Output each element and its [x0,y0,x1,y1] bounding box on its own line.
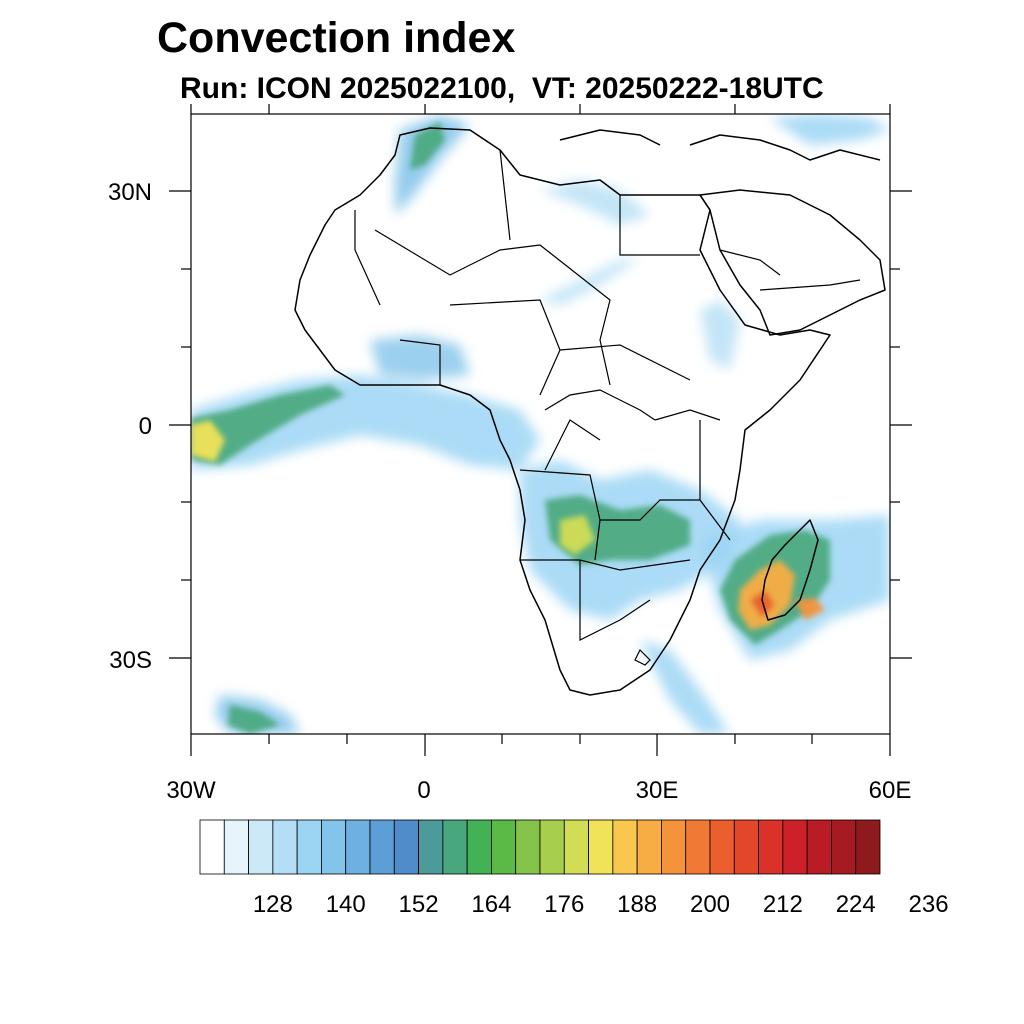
mediterranean-east [689,134,881,161]
convection-field [191,114,890,734]
colorbar-swatch-1 [223,819,249,875]
colorbar-swatch-19 [661,819,687,875]
colorbar-swatch-3 [272,819,298,875]
lon-label-3: 60E [869,777,912,804]
colorbar-swatch-12 [491,819,517,875]
colorbar-label-7: 212 [763,891,803,918]
colorbar-swatch-4 [296,819,322,875]
colorbar [199,819,881,875]
colorbar-label-1: 140 [326,891,366,918]
colorbar-swatch-26 [831,819,857,875]
colorbar-label-6: 200 [690,891,730,918]
colorbar-swatch-6 [345,819,371,875]
colorbar-swatch-9 [418,819,444,875]
lat-label-1: 0 [139,413,152,440]
colorbar-swatch-7 [369,819,395,875]
longitude-labels: 30W 0 30E 60E [166,777,911,804]
chart-subtitle: Run: ICON 2025022100, VT: 20250222-18UTC [180,72,824,105]
arabia-coast [699,189,886,336]
colorbar-swatch-15 [563,819,589,875]
colorbar-swatch-25 [806,819,832,875]
colorbar-swatch-22 [733,819,759,875]
map-area [191,114,890,734]
lat-label-0: 30N [108,179,152,206]
colorbar-label-5: 188 [617,891,657,918]
madagascar-coast [761,519,819,621]
lon-label-1: 0 [417,777,430,804]
coastlines [294,127,886,696]
colorbar-swatch-21 [709,819,735,875]
colorbar-label-3: 164 [471,891,511,918]
lon-label-2: 30E [636,777,679,804]
colorbar-label-4: 176 [544,891,584,918]
colorbar-label-0: 128 [253,891,293,918]
lat-label-2: 30S [109,647,152,674]
colorbar-swatch-0 [199,819,225,875]
chart-title: Convection index [157,14,516,62]
colorbar-swatch-5 [321,819,347,875]
colorbar-swatch-17 [612,819,638,875]
colorbar-swatch-16 [588,819,614,875]
colorbar-swatch-2 [248,819,274,875]
convection-peak [191,420,825,630]
colorbar-swatch-27 [855,819,881,875]
lon-label-0: 30W [166,777,216,804]
colorbar-swatch-23 [758,819,784,875]
country-borders [354,149,861,666]
colorbar-swatch-10 [442,819,468,875]
colorbar-label-2: 152 [399,891,439,918]
colorbar-label-8: 224 [836,891,876,918]
colorbar-swatch-13 [515,819,541,875]
latitude-labels: 30N 0 30S [108,179,152,674]
colorbar-swatch-8 [393,819,419,875]
colorbar-labels: 128 140 152 164 176 188 200 212 224 236 [253,891,949,918]
colorbar-swatch-24 [782,819,808,875]
colorbar-label-9: 236 [909,891,949,918]
colorbar-swatch-18 [636,819,662,875]
mediterranean-north [559,129,661,146]
colorbar-swatch-20 [685,819,711,875]
map-frame [190,113,891,735]
colorbar-swatch-14 [539,819,565,875]
colorbar-swatch-11 [466,819,492,875]
axis-ticks [169,104,912,756]
